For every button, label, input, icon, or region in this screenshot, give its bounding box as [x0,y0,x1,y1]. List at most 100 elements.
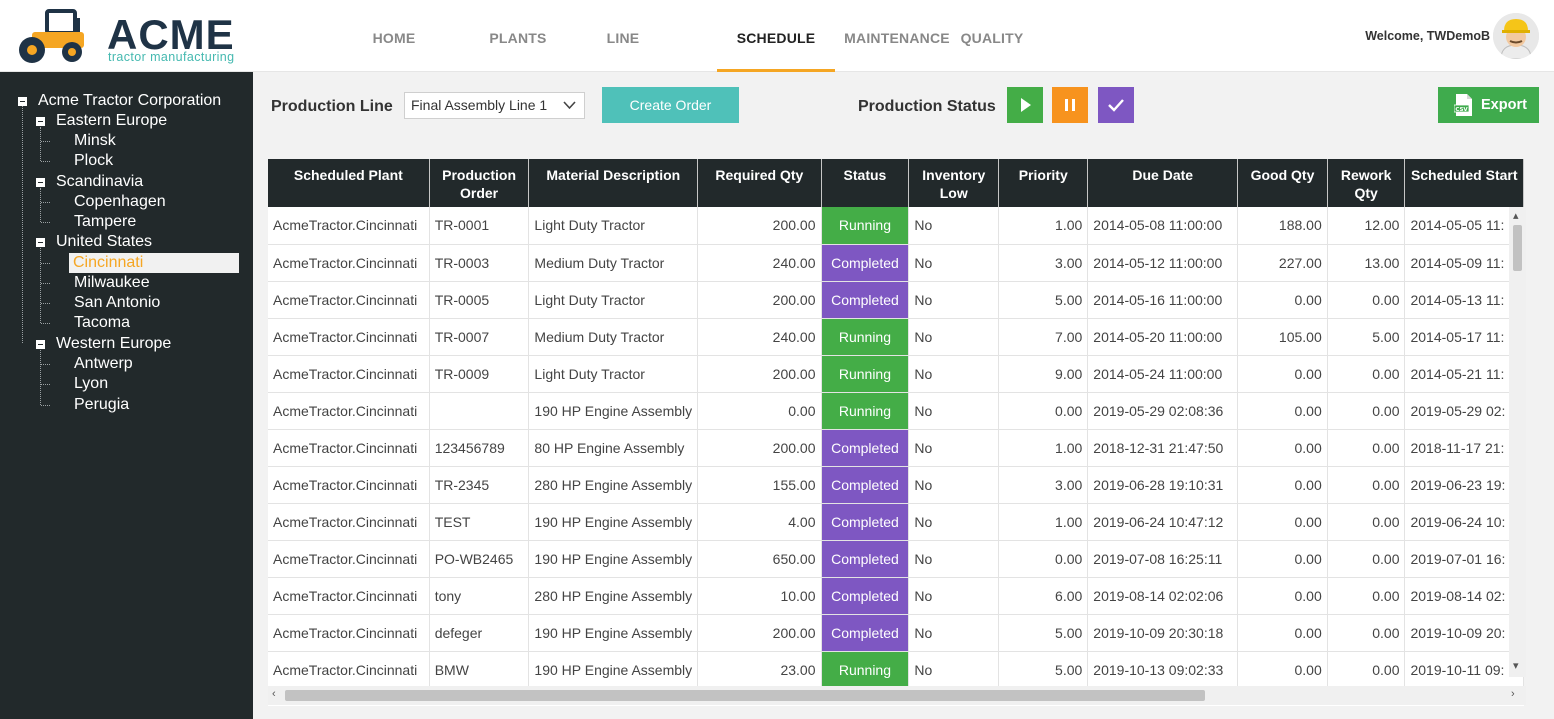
tree-plant-san-antonio[interactable]: San Antonio [74,294,161,311]
collapse-toggle-icon[interactable] [36,238,45,247]
table-row[interactable]: AcmeTractor.Cincinnati 190 HP Engine Asse… [268,392,1524,430]
column-header-required-qty[interactable]: Required Qty [697,159,822,207]
cell-scheduled-plant: AcmeTractor.Cincinnati [268,614,430,652]
cell-good-qty: 0.00 [1237,355,1328,393]
collapse-toggle-icon[interactable] [36,117,45,126]
table-row[interactable]: AcmeTractor.Cincinnati TR-0009 Light Duty … [268,355,1524,393]
nav-plants[interactable]: PLANTS [489,30,547,46]
scroll-left-arrow-icon[interactable]: ‹ [272,688,276,700]
column-header-material-description[interactable]: Material Description [528,159,699,207]
tree-plant-antwerp[interactable]: Antwerp [74,355,133,372]
table-row[interactable]: AcmeTractor.Cincinnati tony 280 HP Engine … [268,577,1524,615]
cell-required-qty: 240.00 [697,244,822,282]
cell-good-qty: 0.00 [1237,392,1328,430]
vertical-scrollbar[interactable]: ▴ ▾ [1509,207,1526,677]
cell-rework-qty: 5.00 [1327,318,1406,356]
scroll-right-arrow-icon[interactable]: › [1511,688,1515,700]
cell-material-description: 190 HP Engine Assembly [528,503,699,541]
user-avatar[interactable] [1493,13,1539,59]
horizontal-scrollbar[interactable]: ‹ › [268,686,1526,705]
nav-schedule[interactable]: SCHEDULE [717,0,835,72]
cell-good-qty: 105.00 [1237,318,1328,356]
column-header-scheduled-plant[interactable]: Scheduled Plant [268,159,430,207]
column-header-inventory-low[interactable]: Inventory Low [908,159,1000,207]
cell-material-description: Medium Duty Tractor [528,244,699,282]
nav-quality[interactable]: QUALITY [960,30,1024,46]
column-header-production-order[interactable]: Production Order [429,159,530,207]
tree-region-western-europe[interactable]: Western Europe [56,335,172,352]
schedule-toolbar: Production Line Final Assembly Line 1 Cr… [253,72,1554,138]
column-header-priority[interactable]: Priority [998,159,1089,207]
column-header-scheduled-start[interactable]: Scheduled Start [1404,159,1524,207]
vertical-scroll-thumb[interactable] [1513,225,1522,271]
export-label: Export [1481,97,1527,113]
tree-plant-lyon[interactable]: Lyon [74,375,109,392]
table-row[interactable]: AcmeTractor.Cincinnati BMW 190 HP Engine A… [268,651,1524,689]
tree-plant-plock[interactable]: Plock [74,152,114,169]
tree-region-united-states[interactable]: United States [56,233,153,250]
collapse-toggle-icon[interactable] [18,97,27,106]
tree-plant-copenhagen[interactable]: Copenhagen [74,193,166,210]
cell-good-qty: 0.00 [1237,651,1328,689]
table-row[interactable]: AcmeTractor.Cincinnati defeger 190 HP Engi… [268,614,1524,652]
collapse-toggle-icon[interactable] [36,178,45,187]
table-row[interactable]: AcmeTractor.Cincinnati TR-0005 Light Duty … [268,281,1524,319]
cell-required-qty: 23.00 [697,651,822,689]
tree-plant-tampere[interactable]: Tampere [74,213,137,230]
create-order-button[interactable]: Create Order [602,87,739,123]
cell-priority: 5.00 [998,651,1089,689]
scroll-down-arrow-icon[interactable]: ▾ [1513,660,1519,672]
cell-status: Completed [821,540,910,578]
column-header-good-qty[interactable]: Good Qty [1237,159,1328,207]
tree-root[interactable]: Acme Tractor Corporation [38,92,222,109]
table-row[interactable]: AcmeTractor.Cincinnati TR-0007 Medium Duty… [268,318,1524,356]
tree-plant-perugia[interactable]: Perugia [74,396,130,413]
table-row[interactable]: AcmeTractor.Cincinnati TR-0003 Medium Duty… [268,244,1524,282]
export-button[interactable]: CSV Export [1438,87,1539,123]
collapse-toggle-icon[interactable] [36,340,45,349]
cell-due-date: 2018-12-31 21:47:50 [1087,429,1239,467]
nav-maintenance[interactable]: MAINTENANCE [844,30,950,46]
table-row[interactable]: AcmeTractor.Cincinnati TR-0001 Light Duty … [268,207,1524,245]
cell-priority: 0.00 [998,392,1089,430]
production-line-value: Final Assembly Line 1 [411,97,548,113]
table-header-row: Scheduled Plant Production Order Materia… [268,159,1524,207]
schedule-table: Scheduled Plant Production Order Materia… [268,159,1524,689]
tree-plant-tacoma[interactable]: Tacoma [74,314,131,331]
tree-connector [41,323,50,324]
cell-rework-qty: 0.00 [1327,281,1406,319]
pause-production-button[interactable] [1052,87,1088,123]
tree-plant-milwaukee[interactable]: Milwaukee [74,274,150,291]
table-row[interactable]: AcmeTractor.Cincinnati PO-WB2465 190 HP En… [268,540,1524,578]
table-row[interactable]: AcmeTractor.Cincinnati TR-2345 280 HP Engi… [268,466,1524,504]
cell-inventory-low: No [908,614,1000,652]
production-line-select[interactable]: Final Assembly Line 1 [404,92,585,119]
horizontal-scroll-thumb[interactable] [285,690,1205,701]
table-row[interactable]: AcmeTractor.Cincinnati 123456789 80 HP Eng… [268,429,1524,467]
cell-inventory-low: No [908,207,1000,245]
tree-plant-cincinnati[interactable]: Cincinnati [69,253,239,273]
scroll-up-arrow-icon[interactable]: ▴ [1513,210,1519,222]
cell-inventory-low: No [908,318,1000,356]
tree-plant-minsk[interactable]: Minsk [74,132,116,149]
worker-avatar-icon [1493,13,1539,59]
column-header-due-date[interactable]: Due Date [1087,159,1239,207]
start-production-button[interactable] [1007,87,1043,123]
acme-logo[interactable]: ACME tractor manufacturing [14,8,244,66]
cell-scheduled-plant: AcmeTractor.Cincinnati [268,466,430,504]
complete-production-button[interactable] [1098,87,1134,123]
column-header-status[interactable]: Status [821,159,910,207]
column-header-rework-qty[interactable]: Rework Qty [1327,159,1406,207]
nav-home[interactable]: HOME [372,30,416,46]
nav-line[interactable]: LINE [606,30,640,46]
cell-scheduled-plant: AcmeTractor.Cincinnati [268,318,430,356]
tree-connector [41,303,50,304]
cell-good-qty: 0.00 [1237,429,1328,467]
cell-inventory-low: No [908,392,1000,430]
table-row[interactable]: AcmeTractor.Cincinnati TEST 190 HP Engine … [268,503,1524,541]
tree-connector [41,405,50,406]
tractor-icon [19,9,84,63]
tree-region-scandinavia[interactable]: Scandinavia [56,173,144,190]
tree-region-eastern-europe[interactable]: Eastern Europe [56,112,168,129]
cell-scheduled-plant: AcmeTractor.Cincinnati [268,540,430,578]
